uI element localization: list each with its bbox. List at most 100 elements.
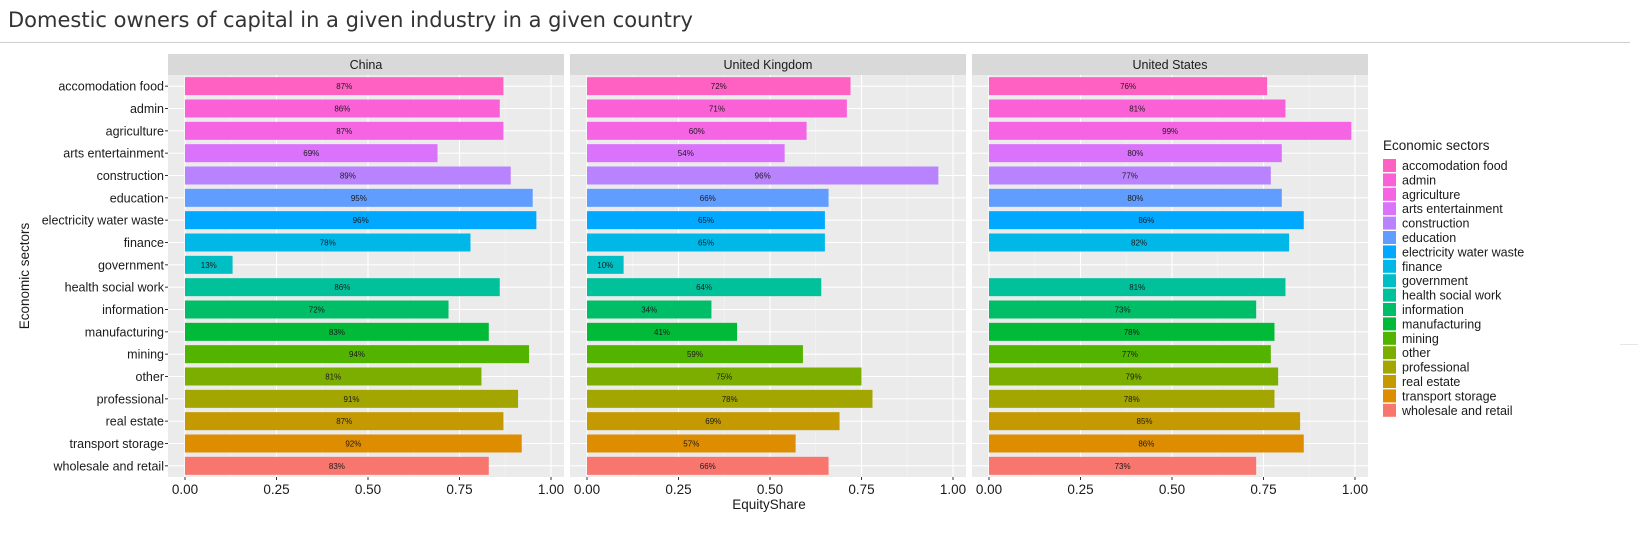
x-tick-label: 0.75	[1250, 482, 1276, 497]
bar	[587, 345, 803, 364]
data-label: 72%	[711, 82, 727, 91]
x-tick-label: 0.00	[574, 482, 600, 497]
legend-key	[1383, 303, 1396, 316]
x-tick-label: 0.50	[757, 482, 783, 497]
bar	[185, 389, 519, 408]
bar	[989, 322, 1275, 341]
bar	[587, 144, 785, 163]
legend-label: government	[1402, 274, 1469, 288]
bar	[989, 456, 1257, 475]
data-label: 86%	[1138, 216, 1154, 225]
legend-label: professional	[1402, 361, 1469, 375]
bar	[587, 456, 829, 475]
data-label: 54%	[678, 149, 694, 158]
facet-label-united-kingdom: United Kingdom	[724, 58, 813, 72]
bar	[989, 233, 1290, 252]
y-tick-label: electricity water waste	[42, 214, 164, 228]
data-label: 78%	[1124, 395, 1140, 404]
data-label: 59%	[687, 350, 703, 359]
y-tick-label: mining	[127, 348, 164, 362]
bar	[587, 389, 873, 408]
bar	[989, 300, 1257, 319]
bar	[185, 278, 500, 297]
bar	[989, 389, 1275, 408]
legend-label: transport storage	[1402, 389, 1497, 403]
bar	[185, 255, 233, 274]
bar	[185, 166, 511, 185]
y-tick-label: government	[98, 258, 165, 272]
x-tick-label: 0.50	[1159, 482, 1185, 497]
data-label: 69%	[705, 417, 721, 426]
legend-label: electricity water waste	[1402, 245, 1524, 259]
data-label: 80%	[1127, 149, 1143, 158]
data-label: 80%	[1127, 194, 1143, 203]
legend-label: information	[1402, 303, 1464, 317]
bar	[185, 233, 471, 252]
x-tick-label: 0.50	[355, 482, 381, 497]
data-label: 99%	[1162, 127, 1178, 136]
legend-label: construction	[1402, 217, 1469, 231]
data-label: 89%	[340, 172, 356, 181]
y-tick-label: information	[102, 303, 164, 317]
bar	[989, 188, 1282, 207]
bar	[185, 412, 504, 431]
bar	[587, 367, 862, 386]
data-label: 66%	[700, 194, 716, 203]
y-tick-label: real estate	[106, 415, 164, 429]
x-tick-label: 1.00	[538, 482, 564, 497]
bar	[989, 121, 1352, 140]
bar	[185, 300, 449, 319]
legend-key	[1383, 216, 1396, 230]
legend-label: health social work	[1402, 289, 1502, 303]
bar	[185, 434, 522, 453]
bar	[587, 322, 738, 341]
data-label: 92%	[345, 440, 361, 449]
bar	[185, 77, 504, 96]
data-label: 77%	[1122, 350, 1138, 359]
legend-key	[1383, 403, 1396, 417]
facet-strip-united-kingdom	[570, 54, 966, 75]
bar	[989, 77, 1268, 96]
bar	[587, 77, 851, 96]
y-tick-label: health social work	[65, 281, 165, 295]
bar	[989, 412, 1301, 431]
y-tick-label: accomodation food	[58, 80, 164, 94]
legend-label: education	[1402, 231, 1456, 245]
bar	[587, 434, 796, 453]
bar	[587, 99, 847, 118]
legend-key	[1383, 274, 1396, 288]
bar	[587, 121, 807, 140]
data-label: 86%	[334, 105, 350, 114]
x-tick-label: 0.00	[172, 482, 198, 497]
legend-key	[1383, 173, 1396, 187]
facet-strip-china	[168, 54, 564, 75]
data-label: 60%	[689, 127, 705, 136]
data-label: 86%	[334, 283, 350, 292]
data-label: 73%	[1115, 306, 1131, 315]
data-label: 95%	[351, 194, 367, 203]
x-tick-label: 0.75	[446, 482, 472, 497]
data-label: 72%	[309, 306, 325, 315]
x-tick-label: 0.25	[1067, 482, 1093, 497]
bar	[185, 188, 533, 207]
y-tick-label: transport storage	[70, 437, 165, 451]
data-label: 96%	[353, 216, 369, 225]
bar	[989, 99, 1286, 118]
data-label: 10%	[597, 261, 613, 270]
x-tick-label: 1.00	[1342, 482, 1368, 497]
y-tick-label: construction	[97, 169, 164, 183]
legend-key	[1383, 288, 1396, 302]
data-label: 13%	[201, 261, 217, 270]
legend-key	[1383, 245, 1396, 259]
data-label: 41%	[654, 328, 670, 337]
bar	[185, 456, 489, 475]
bar	[587, 412, 840, 431]
bar	[185, 367, 482, 386]
y-axis-title: Economic sectors	[17, 222, 32, 329]
data-label: 75%	[716, 373, 732, 382]
x-tick-label: 1.00	[940, 482, 966, 497]
x-tick-label: 0.00	[976, 482, 1002, 497]
data-label: 87%	[336, 127, 352, 136]
bar	[587, 278, 822, 297]
